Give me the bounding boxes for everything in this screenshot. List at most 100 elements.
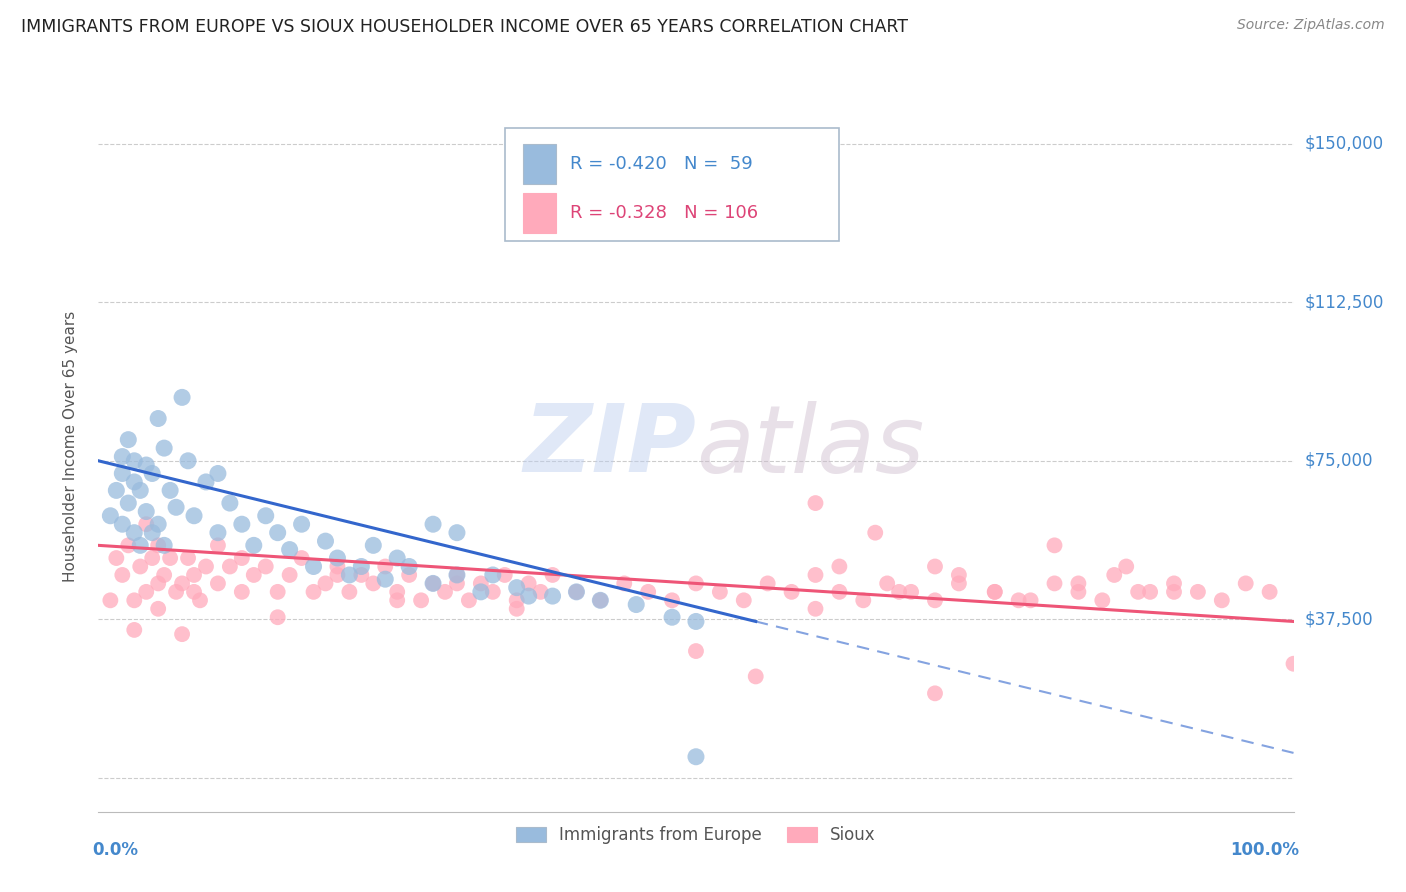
Point <box>589 593 612 607</box>
Point <box>804 601 827 615</box>
Point <box>254 508 277 523</box>
Point <box>254 559 277 574</box>
Text: ZIP: ZIP <box>523 400 696 492</box>
Point <box>458 593 481 607</box>
Point <box>326 559 349 574</box>
Point <box>470 585 492 599</box>
Point <box>117 538 139 552</box>
Point <box>1019 593 1042 607</box>
Point <box>111 568 134 582</box>
Point <box>422 517 444 532</box>
Point <box>135 458 157 472</box>
Point <box>924 593 946 607</box>
Point <box>350 559 373 574</box>
Point <box>302 559 325 574</box>
Point <box>207 576 229 591</box>
Point <box>756 576 779 591</box>
Point <box>626 598 648 612</box>
Point <box>530 585 553 599</box>
Point <box>105 551 128 566</box>
Point <box>159 551 181 566</box>
Point <box>481 568 505 582</box>
Point <box>195 475 218 489</box>
Point <box>685 644 707 658</box>
Point <box>141 467 163 481</box>
Point <box>302 585 325 599</box>
Point <box>541 568 564 582</box>
Point <box>374 559 396 574</box>
Point <box>589 593 612 607</box>
Point <box>446 576 468 591</box>
Point <box>278 568 301 582</box>
Point <box>661 610 683 624</box>
Point <box>172 576 194 591</box>
Point <box>98 593 122 607</box>
Point <box>231 517 253 532</box>
Text: Source: ZipAtlas.com: Source: ZipAtlas.com <box>1237 18 1385 32</box>
Point <box>153 538 176 552</box>
Point <box>565 585 588 599</box>
Point <box>350 568 373 582</box>
Point <box>876 576 898 591</box>
Point <box>506 593 529 607</box>
Point <box>195 559 218 574</box>
Point <box>124 525 146 540</box>
Point <box>398 559 420 574</box>
Point <box>111 450 134 464</box>
Point <box>398 568 420 582</box>
Point <box>446 525 468 540</box>
Point <box>291 517 314 532</box>
Point <box>219 559 242 574</box>
Point <box>117 496 139 510</box>
Point <box>733 593 755 607</box>
Text: 100.0%: 100.0% <box>1230 841 1299 859</box>
Point <box>565 585 588 599</box>
Point <box>661 593 683 607</box>
Point <box>315 576 337 591</box>
Point <box>1258 585 1281 599</box>
Point <box>105 483 128 498</box>
Point <box>984 585 1007 599</box>
Point <box>948 568 970 582</box>
Point <box>745 669 768 683</box>
Point <box>363 576 385 591</box>
Point <box>1008 593 1031 607</box>
Point <box>124 593 146 607</box>
Point <box>148 538 170 552</box>
Point <box>207 525 229 540</box>
Text: R = -0.328   N = 106: R = -0.328 N = 106 <box>571 204 759 222</box>
Point <box>948 576 970 591</box>
Text: 0.0%: 0.0% <box>93 841 138 859</box>
Point <box>446 568 468 582</box>
Point <box>1211 593 1233 607</box>
Point <box>900 585 922 599</box>
Point <box>183 568 205 582</box>
Point <box>709 585 731 599</box>
Point <box>278 542 301 557</box>
Point <box>267 525 290 540</box>
Point <box>1091 593 1114 607</box>
Point <box>1067 585 1090 599</box>
Point <box>153 568 176 582</box>
Point <box>267 610 290 624</box>
Point <box>183 585 205 599</box>
Point <box>924 686 946 700</box>
Point <box>129 559 152 574</box>
Point <box>804 496 827 510</box>
FancyBboxPatch shape <box>505 128 839 241</box>
Point <box>153 441 176 455</box>
Point <box>148 411 170 425</box>
Point <box>411 593 433 607</box>
Point <box>165 500 187 515</box>
Point <box>506 581 529 595</box>
Point <box>339 585 361 599</box>
Point <box>124 454 146 468</box>
Text: $75,000: $75,000 <box>1305 451 1374 470</box>
Point <box>1282 657 1305 671</box>
Point <box>984 585 1007 599</box>
Point <box>1163 585 1185 599</box>
Point <box>924 559 946 574</box>
Point <box>326 551 349 566</box>
Point <box>219 496 242 510</box>
Point <box>315 534 337 549</box>
